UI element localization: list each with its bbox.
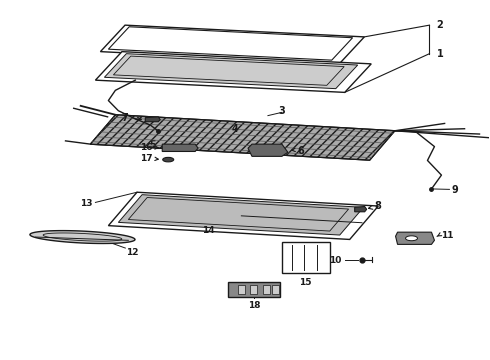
Text: 2: 2 — [437, 20, 443, 30]
Polygon shape — [162, 144, 198, 152]
Polygon shape — [238, 285, 245, 294]
Polygon shape — [100, 25, 365, 63]
Circle shape — [163, 157, 173, 162]
Text: 10: 10 — [329, 256, 342, 265]
Polygon shape — [395, 232, 435, 244]
Circle shape — [406, 236, 417, 241]
Polygon shape — [91, 115, 395, 160]
Polygon shape — [272, 285, 279, 294]
Polygon shape — [250, 285, 257, 294]
Text: 7: 7 — [122, 113, 128, 123]
Polygon shape — [96, 51, 371, 93]
Polygon shape — [113, 56, 344, 85]
Polygon shape — [145, 117, 160, 122]
Polygon shape — [248, 144, 288, 156]
Polygon shape — [119, 195, 364, 235]
Text: 17: 17 — [140, 154, 152, 163]
Text: 5: 5 — [149, 140, 156, 150]
Text: 8: 8 — [375, 202, 382, 211]
Polygon shape — [263, 285, 270, 294]
Polygon shape — [30, 231, 135, 243]
Text: 13: 13 — [80, 199, 93, 208]
Text: 3: 3 — [278, 106, 285, 116]
Text: 6: 6 — [298, 146, 305, 156]
Text: 11: 11 — [441, 230, 454, 239]
Polygon shape — [355, 207, 367, 212]
Polygon shape — [104, 54, 358, 89]
Text: 18: 18 — [248, 301, 260, 310]
Polygon shape — [282, 242, 330, 273]
Polygon shape — [228, 282, 280, 297]
Polygon shape — [128, 198, 348, 231]
Polygon shape — [108, 192, 378, 239]
Polygon shape — [91, 115, 395, 160]
Text: 12: 12 — [126, 248, 139, 257]
Text: 16: 16 — [140, 143, 152, 152]
Text: 4: 4 — [232, 124, 239, 134]
Polygon shape — [108, 27, 353, 60]
Text: 14: 14 — [202, 226, 215, 235]
Text: 1: 1 — [437, 49, 443, 59]
Text: 15: 15 — [298, 278, 311, 287]
Text: 9: 9 — [451, 185, 458, 195]
